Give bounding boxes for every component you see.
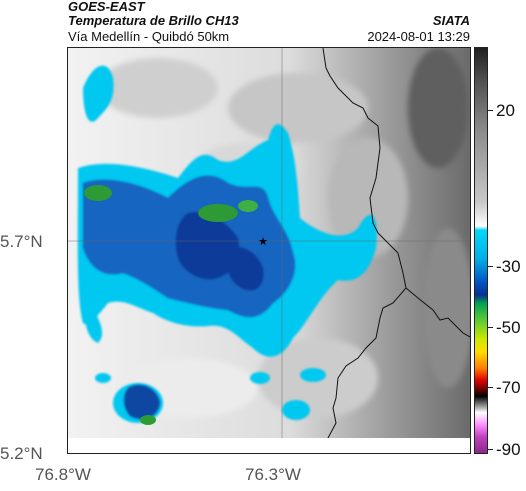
colorbar-tick-m50 [488, 327, 493, 328]
satellite-map[interactable]: ★ [67, 47, 471, 454]
colorbar [474, 47, 488, 454]
location-marker: ★ [258, 235, 268, 248]
colorbar-label-m50: -50 [496, 318, 521, 337]
colorbar-tick-m90 [488, 449, 493, 450]
organization-label: SIATA [432, 13, 470, 28]
colorbar-tick-20 [488, 110, 493, 111]
colorbar-tick-m30 [488, 266, 493, 267]
border-line-east [405, 287, 470, 338]
lon-label-76-8: 76.8°W [35, 465, 91, 484]
region-subtitle: Vía Medellín - Quibdó 50km [68, 29, 230, 44]
lon-label-76-3: 76.3°W [245, 465, 301, 484]
satellite-title: GOES-EAST [68, 0, 145, 14]
colorbar-label-20: 20 [496, 101, 515, 120]
product-title: Temperatura de Brillo CH13 [68, 13, 239, 28]
colorbar-label-m30: -30 [496, 257, 521, 276]
map-canvas: ★ [68, 48, 470, 453]
datetime-label: 2024-08-01 13:29 [367, 29, 470, 44]
lat-label-5-7: 5.7°N [0, 232, 43, 251]
colorbar-label-m90: -90 [496, 440, 521, 459]
lat-label-5-2: 5.2°N [0, 444, 43, 463]
colorbar-tick-m70 [488, 387, 493, 388]
cold-cloud-blue [83, 175, 296, 420]
coldest-cloud-green [84, 185, 258, 425]
colorbar-label-m70: -70 [496, 378, 521, 397]
nodata-strip [68, 438, 470, 453]
border-line [322, 48, 407, 453]
